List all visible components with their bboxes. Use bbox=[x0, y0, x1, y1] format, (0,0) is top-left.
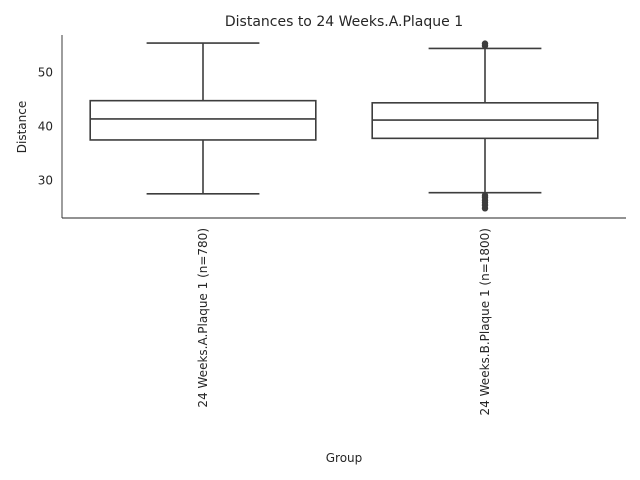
x-tick-label: 24 Weeks.B.Plaque 1 (n=1800) bbox=[478, 228, 492, 415]
box-group bbox=[89, 42, 317, 195]
x-tick-labels: 24 Weeks.A.Plaque 1 (n=780) 24 Weeks.B.Pl… bbox=[196, 228, 492, 415]
iqr-box bbox=[89, 99, 317, 141]
x-axis-label: Group bbox=[326, 451, 363, 465]
y-axis-label: Distance bbox=[15, 101, 29, 153]
outlier-point bbox=[481, 40, 489, 47]
outlier-point bbox=[481, 192, 489, 199]
y-tick-label: 30 bbox=[38, 173, 53, 187]
box-series bbox=[89, 40, 599, 212]
chart-title: Distances to 24 Weeks.A.Plaque 1 bbox=[225, 14, 463, 30]
axes bbox=[61, 35, 626, 219]
x-tick-label: 24 Weeks.A.Plaque 1 (n=780) bbox=[196, 228, 210, 408]
y-tick-labels: 30 40 50 bbox=[38, 66, 53, 188]
y-tick-label: 40 bbox=[38, 120, 53, 134]
y-tick-label: 50 bbox=[38, 66, 53, 80]
box-group bbox=[371, 40, 599, 212]
